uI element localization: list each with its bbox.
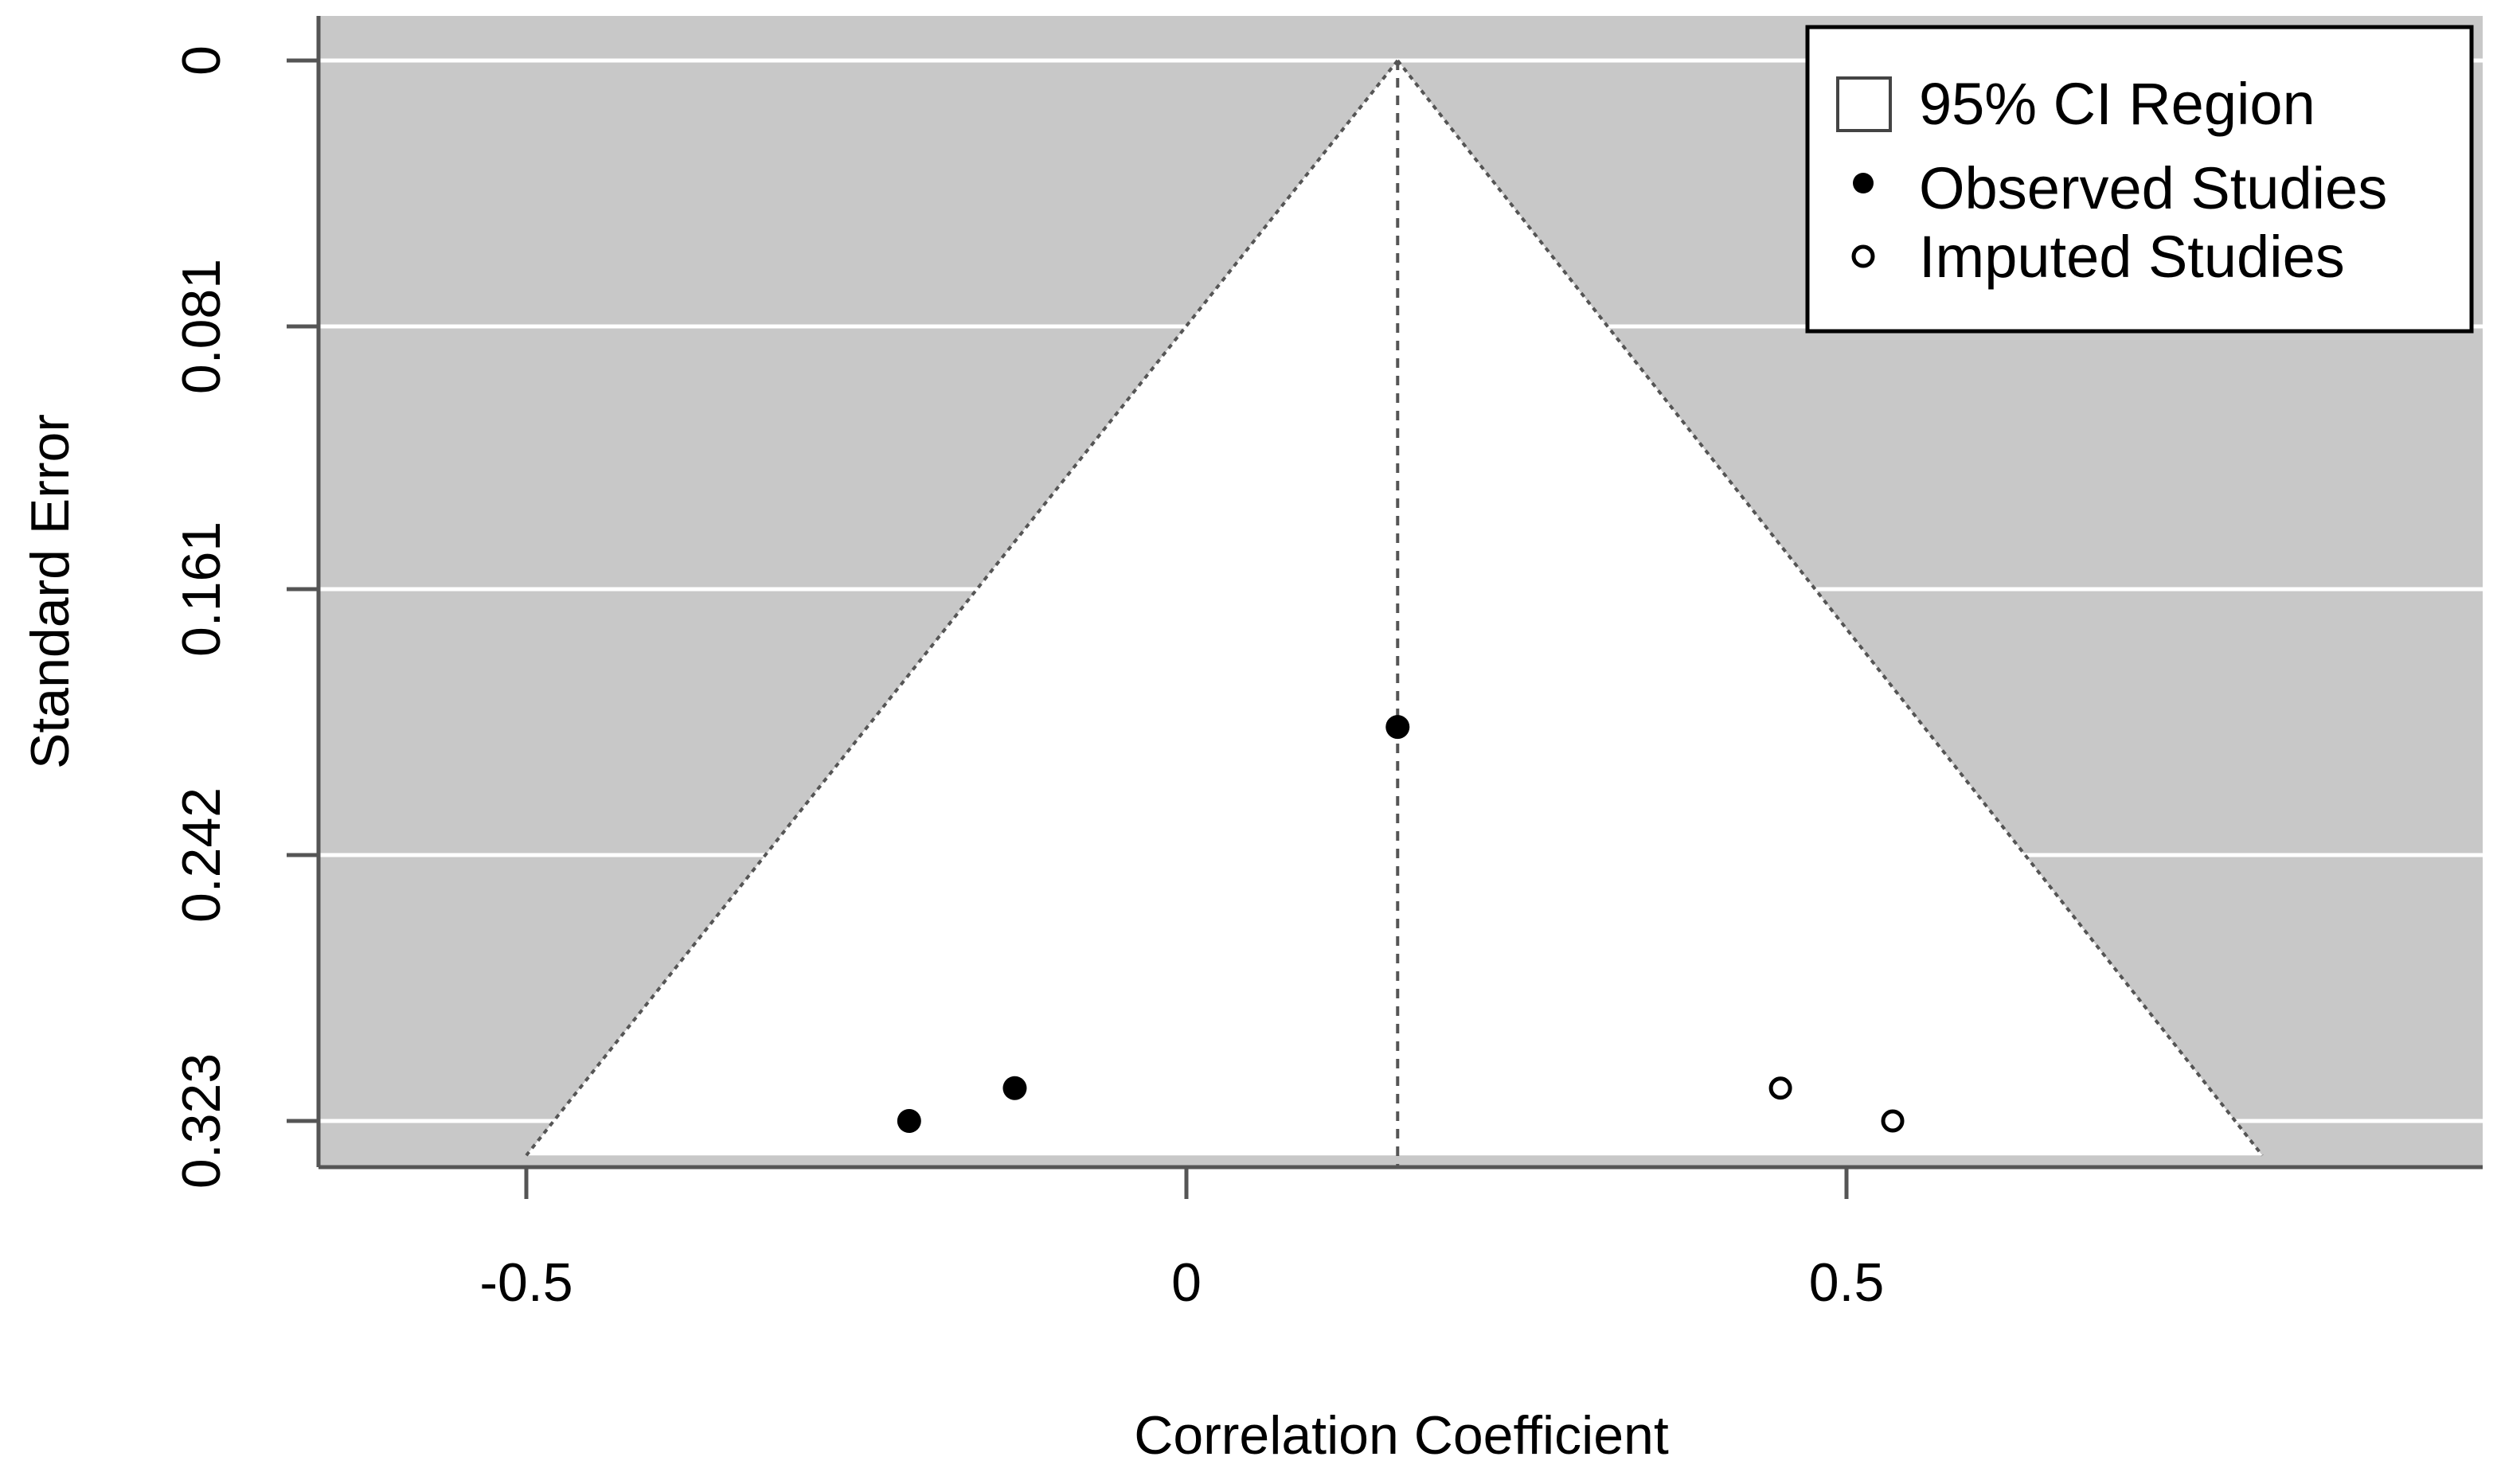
ci-border-left: [525, 59, 1399, 1157]
y-tick-label: 0.323: [171, 1053, 232, 1189]
legend-label-ci-region: 95% CI Region: [1919, 71, 2315, 137]
legend-ci-symbol: [1836, 76, 1892, 132]
x-tick-label: 0: [1171, 1252, 1202, 1313]
legend-box: [1805, 25, 2474, 334]
x-axis-title: Correlation Coefficient: [1134, 1405, 1669, 1466]
observed-study-point: [1002, 1076, 1027, 1100]
y-ticks: 0 0.081 0.161 0.242 0.323: [171, 45, 318, 1189]
y-tick-label: 0.081: [171, 259, 232, 394]
y-axis-title: Standard Error: [20, 414, 80, 769]
ci-border: [525, 59, 2264, 1157]
ci-region: [526, 61, 2263, 1156]
axes: [316, 16, 2483, 1170]
x-tick-label: -0.5: [479, 1252, 572, 1313]
legend-observed-symbol: [1853, 173, 1874, 193]
observed-study-point: [897, 1109, 921, 1133]
legend-imputed-symbol: [1851, 244, 1875, 268]
y-tick-label: 0.242: [171, 787, 232, 923]
legend-label-imputed-studies: Imputed Studies: [1919, 224, 2345, 290]
y-tick-label: 0.161: [171, 521, 232, 657]
legend-label-observed-studies: Observed Studies: [1919, 155, 2387, 221]
data-points: [897, 715, 1905, 1133]
x-tick-label: 0.5: [1809, 1252, 1885, 1313]
ci-border-right: [1396, 59, 2264, 1157]
imputed-study-point: [1881, 1109, 1905, 1133]
observed-study-point: [1385, 715, 1410, 740]
x-ticks: -0.5 0 0.5: [479, 1167, 1884, 1313]
legend: 95% CI Region Observed Studies Imputed S…: [1805, 25, 2474, 334]
y-tick-label: 0: [171, 45, 232, 76]
imputed-study-point: [1768, 1076, 1792, 1100]
